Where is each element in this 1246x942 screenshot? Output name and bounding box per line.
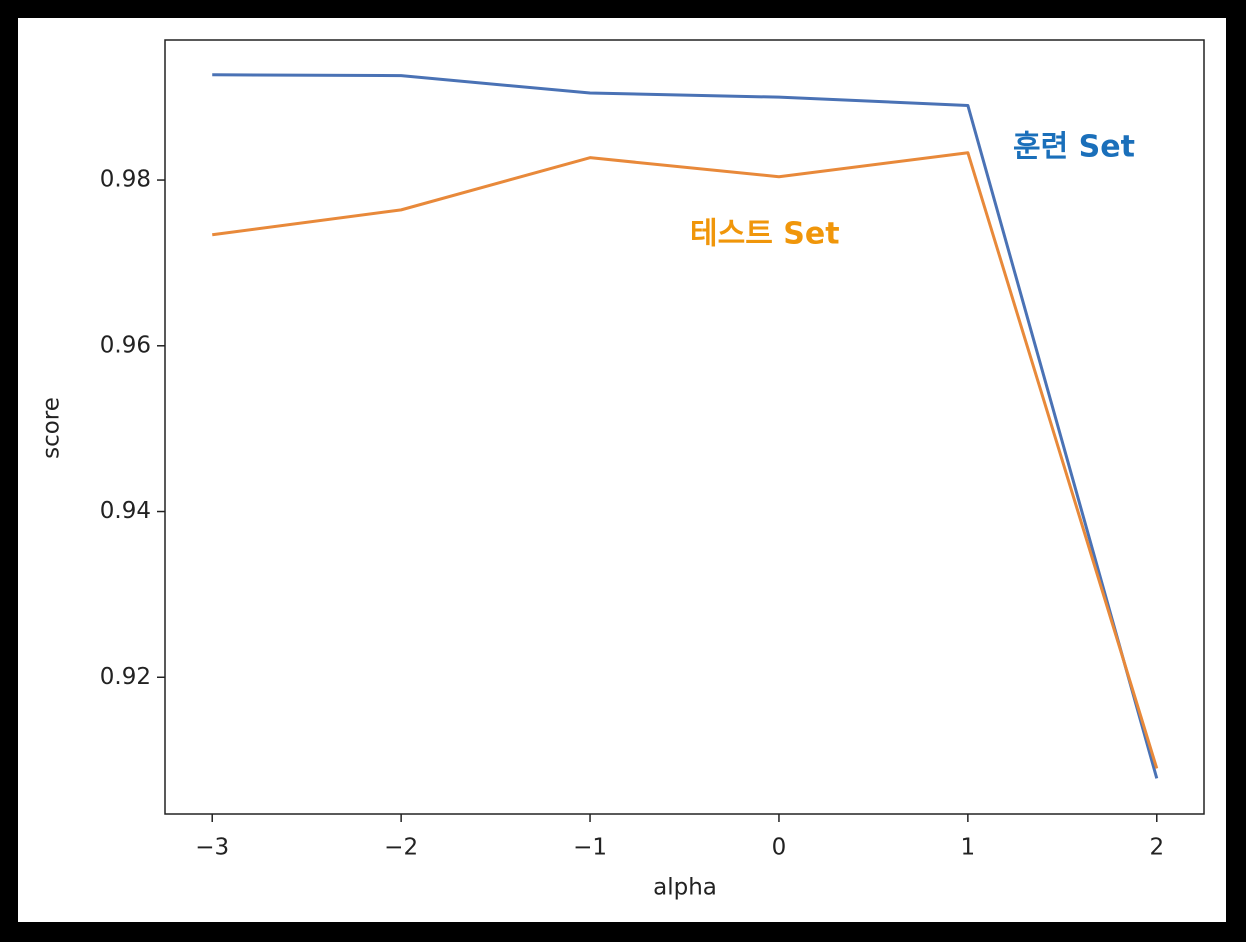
figure-background <box>18 18 1226 922</box>
series-label: 테스트 Set <box>690 217 840 252</box>
y-tick-label: 0.98 <box>100 167 151 193</box>
series-line <box>212 151 1159 769</box>
x-tick-label: 0 <box>772 835 787 861</box>
series-line <box>212 73 1159 779</box>
y-tick-label: 0.92 <box>100 664 151 690</box>
y-tick-label: 0.96 <box>100 332 151 358</box>
x-tick-label: −1 <box>573 835 607 861</box>
x-tick-label: 1 <box>961 835 976 861</box>
x-tick-label: −3 <box>195 835 229 861</box>
x-tick-label: −2 <box>384 835 418 861</box>
x-axis-label: alpha <box>653 875 717 901</box>
plot-frame <box>164 39 1205 815</box>
series-label: 훈련 Set <box>1013 130 1135 165</box>
y-tick-label: 0.94 <box>100 498 151 524</box>
x-tick-label: 2 <box>1149 835 1164 861</box>
y-axis-label: score <box>39 397 65 459</box>
